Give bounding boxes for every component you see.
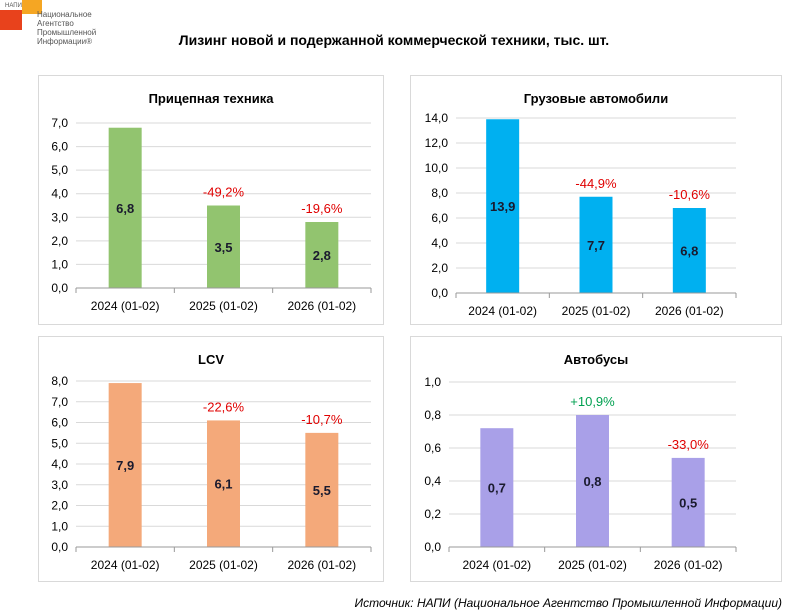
y-tick-label: 0,0: [51, 281, 68, 295]
data-label: 7,7: [587, 238, 605, 253]
y-tick-label: 8,0: [431, 186, 448, 200]
x-tick-label: 2026 (01-02): [287, 299, 356, 313]
change-label: +10,9%: [570, 394, 615, 409]
bar: [672, 208, 706, 293]
chart-panel-trailers: Прицепная техника 0,0 1,0 2,0 3,0 4,0 5,0 6,0 7,…: [38, 75, 384, 325]
chart-trucks: Грузовые автомобили 0,0 2,0 4,0 6,0 8,0 10,0 12…: [425, 91, 737, 318]
y-tick-label: 3,0: [51, 210, 68, 224]
x-tick-label: 2025 (01-02): [558, 558, 627, 572]
logo-red-square: [0, 10, 22, 30]
bar: [207, 420, 240, 547]
x-tick-label: 2026 (01-02): [654, 558, 723, 572]
y-tick-label: 7,0: [51, 395, 68, 409]
y-tick-label: 12,0: [425, 136, 449, 150]
y-tick-label: 2,0: [431, 261, 448, 275]
x-tick-label: 2024 (01-02): [462, 558, 531, 572]
data-label: 13,9: [490, 199, 515, 214]
chart-title: Автобусы: [564, 352, 628, 367]
x-tick-label: 2024 (01-02): [91, 558, 160, 572]
y-tick-label: 2,0: [51, 499, 68, 513]
chart-panel-buses: Автобусы 0,0 0,2 0,4 0,6 0,8 1,0 0,7 2024 (01-02…: [410, 336, 782, 582]
bar: [579, 196, 613, 293]
bar: [480, 428, 514, 547]
y-tick-label: 6,0: [51, 416, 68, 430]
y-tick-label: 3,0: [51, 478, 68, 492]
chart-panel-trucks: Грузовые автомобили 0,0 2,0 4,0 6,0 8,0 10,0 12…: [410, 75, 782, 325]
y-tick-label: 5,0: [51, 163, 68, 177]
y-tick-label: 0,0: [424, 540, 441, 554]
bar: [108, 383, 142, 547]
change-label: -22,6%: [203, 399, 245, 414]
logo-abbr: НАПИ: [5, 3, 22, 9]
y-tick-label: 0,0: [431, 286, 448, 300]
y-tick-label: 4,0: [51, 457, 68, 471]
y-tick-label: 7,0: [51, 116, 68, 130]
data-label: 0,5: [679, 495, 697, 510]
change-label: -49,2%: [203, 185, 245, 200]
data-label: 0,8: [583, 474, 601, 489]
y-tick-label: 5,0: [51, 436, 68, 450]
y-tick-label: 0,4: [424, 474, 441, 488]
chart-panel-lcv: LCV 0,0 1,0 2,0 3,0 4,0 5,0 6,0 7,0 8,0 7,9 2024 (0…: [38, 336, 384, 582]
x-tick-label: 2025 (01-02): [189, 299, 258, 313]
source-note: Источник: НАПИ (Национальное Агентство П…: [354, 596, 782, 610]
y-tick-label: 4,0: [51, 187, 68, 201]
x-tick-label: 2026 (01-02): [287, 558, 356, 572]
change-label: -10,7%: [301, 412, 343, 427]
y-tick-label: 0,0: [51, 540, 68, 554]
y-tick-label: 1,0: [51, 519, 68, 533]
data-label: 6,8: [680, 244, 698, 259]
data-label: 5,5: [313, 483, 331, 498]
chart-title: Грузовые автомобили: [524, 91, 668, 106]
y-tick-label: 4,0: [431, 236, 448, 250]
napi-logo: НАПИ Национальное Агентство Промышленной…: [0, 0, 120, 60]
logo-text: Национальное Агентство Промышленной Инфо…: [37, 10, 97, 46]
y-tick-label: 14,0: [425, 111, 449, 125]
y-tick-label: 6,0: [51, 140, 68, 154]
y-tick-label: 1,0: [51, 257, 68, 271]
bar: [207, 205, 240, 288]
bar: [305, 432, 339, 547]
bar: [305, 222, 339, 288]
bar: [486, 119, 520, 293]
x-tick-label: 2026 (01-02): [655, 304, 724, 318]
change-label: -19,6%: [301, 201, 343, 216]
data-label: 6,1: [214, 477, 232, 492]
data-label: 7,9: [116, 458, 134, 473]
y-tick-label: 8,0: [51, 374, 68, 388]
x-tick-label: 2025 (01-02): [562, 304, 631, 318]
chart-lcv: LCV 0,0 1,0 2,0 3,0 4,0 5,0 6,0 7,0 8,0 7,9 2024 (0…: [51, 352, 372, 572]
chart-buses: Автобусы 0,0 0,2 0,4 0,6 0,8 1,0 0,7 2024 (01-02…: [424, 352, 737, 572]
data-label: 2,8: [313, 248, 331, 263]
change-label: -44,9%: [575, 176, 617, 191]
data-label: 3,5: [214, 240, 232, 255]
logo-orange-square: [22, 0, 42, 14]
y-tick-label: 2,0: [51, 234, 68, 248]
x-tick-label: 2024 (01-02): [91, 299, 160, 313]
y-tick-label: 6,0: [431, 211, 448, 225]
y-tick-label: 0,6: [424, 441, 441, 455]
x-tick-label: 2025 (01-02): [189, 558, 258, 572]
bar: [108, 127, 142, 288]
data-label: 0,7: [488, 481, 506, 496]
chart-title: Прицепная техника: [149, 91, 275, 106]
bar: [671, 457, 705, 547]
change-label: -33,0%: [668, 437, 710, 452]
y-tick-label: 0,8: [424, 408, 441, 422]
y-tick-label: 1,0: [424, 375, 441, 389]
chart-trailers: Прицепная техника 0,0 1,0 2,0 3,0 4,0 5,0 6,0 7,…: [51, 91, 372, 313]
page-title: Лизинг новой и подержанной коммерческой …: [178, 32, 610, 48]
change-label: -10,6%: [669, 187, 711, 202]
data-label: 6,8: [116, 201, 134, 216]
y-tick-label: 10,0: [425, 161, 449, 175]
bar: [576, 415, 609, 547]
chart-title: LCV: [198, 352, 224, 367]
x-tick-label: 2024 (01-02): [468, 304, 537, 318]
y-tick-label: 0,2: [424, 507, 441, 521]
